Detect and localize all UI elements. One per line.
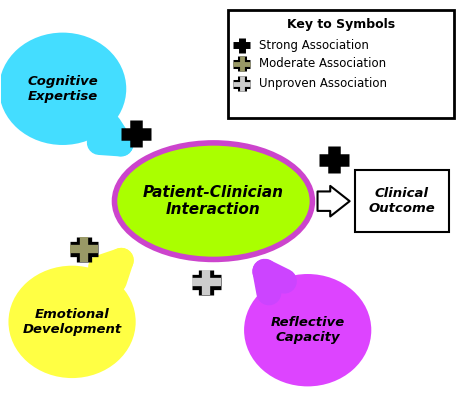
Circle shape — [9, 266, 136, 378]
Ellipse shape — [115, 143, 312, 259]
Text: Moderate Association: Moderate Association — [259, 57, 386, 70]
FancyArrowPatch shape — [318, 186, 350, 217]
Bar — [355, 170, 449, 233]
Text: Strong Association: Strong Association — [259, 39, 369, 52]
Text: Emotional
Development: Emotional Development — [22, 308, 122, 336]
Text: Unproven Association: Unproven Association — [259, 77, 387, 91]
Circle shape — [244, 274, 371, 386]
Text: Reflective
Capacity: Reflective Capacity — [271, 316, 345, 344]
Text: Clinical
Outcome: Clinical Outcome — [369, 187, 435, 215]
Bar — [228, 10, 454, 118]
Text: Patient-Clinician
Interaction: Patient-Clinician Interaction — [143, 185, 284, 217]
Text: Cognitive
Expertise: Cognitive Expertise — [27, 75, 98, 103]
Circle shape — [0, 33, 126, 145]
Text: Key to Symbols: Key to Symbols — [287, 18, 395, 31]
